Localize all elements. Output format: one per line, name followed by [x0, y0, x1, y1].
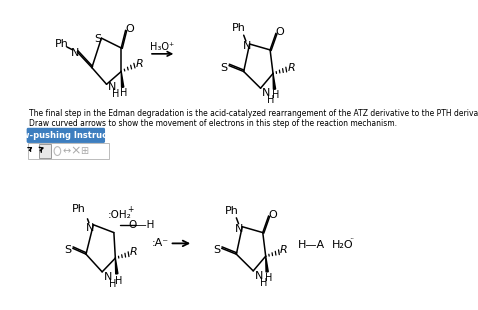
- Text: O: O: [125, 24, 134, 34]
- Polygon shape: [266, 256, 268, 272]
- FancyBboxPatch shape: [28, 143, 109, 159]
- Polygon shape: [121, 72, 124, 87]
- Text: H: H: [267, 95, 274, 105]
- Text: N: N: [255, 271, 263, 281]
- Text: Ph: Ph: [232, 23, 246, 33]
- Text: N: N: [262, 88, 271, 98]
- Text: R: R: [130, 247, 138, 257]
- Text: O—H: O—H: [129, 220, 155, 230]
- Text: S: S: [64, 245, 71, 255]
- Text: N: N: [235, 224, 243, 234]
- Text: ↔: ↔: [63, 146, 71, 156]
- Text: ⊞: ⊞: [80, 146, 88, 156]
- Text: ×: ×: [70, 144, 81, 157]
- Polygon shape: [115, 258, 118, 274]
- Text: Ph: Ph: [72, 204, 86, 214]
- Text: H: H: [260, 278, 267, 288]
- FancyBboxPatch shape: [27, 128, 104, 142]
- Text: H: H: [265, 273, 272, 283]
- Polygon shape: [273, 73, 276, 89]
- Text: O: O: [268, 210, 277, 220]
- FancyBboxPatch shape: [39, 144, 51, 158]
- Text: H: H: [120, 88, 128, 98]
- Text: S: S: [213, 245, 220, 255]
- Text: N: N: [108, 82, 116, 92]
- Text: H: H: [115, 276, 122, 286]
- Text: H₂O: H₂O: [332, 240, 354, 250]
- Text: The final step in the Edman degradation is the acid-catalyzed rearrangement of t: The final step in the Edman degradation …: [29, 109, 478, 118]
- Text: R: R: [280, 245, 288, 255]
- Text: Ph: Ph: [55, 39, 69, 49]
- Text: :OH₂: :OH₂: [108, 210, 131, 220]
- Text: +: +: [128, 206, 134, 215]
- Text: S: S: [94, 34, 101, 44]
- Text: H: H: [112, 89, 120, 99]
- Text: ··: ··: [349, 235, 354, 244]
- Text: H—A: H—A: [298, 240, 326, 250]
- Text: R: R: [287, 63, 295, 73]
- Text: R: R: [136, 59, 143, 69]
- Text: H: H: [109, 279, 116, 289]
- Text: Arrow-pushing Instructions: Arrow-pushing Instructions: [0, 131, 130, 140]
- Text: N: N: [104, 272, 112, 282]
- Text: S: S: [220, 63, 228, 73]
- Text: H: H: [272, 90, 280, 100]
- Text: Draw curved arrows to show the movement of electrons in this step of the reactio: Draw curved arrows to show the movement …: [29, 119, 397, 128]
- Text: N: N: [86, 223, 95, 233]
- Text: :A⁻: :A⁻: [152, 238, 169, 248]
- Text: Ph: Ph: [225, 206, 239, 216]
- Text: H₃O⁺: H₃O⁺: [150, 42, 174, 52]
- Text: N: N: [71, 48, 79, 58]
- Text: N: N: [242, 41, 251, 51]
- Text: O: O: [275, 27, 284, 37]
